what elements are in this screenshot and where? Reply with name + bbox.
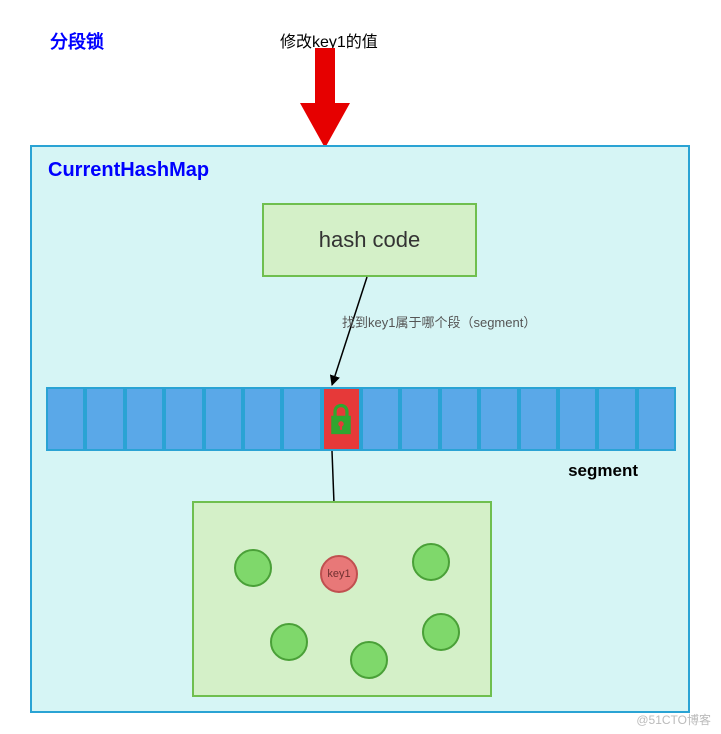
find-segment-label: 找到key1属于哪个段（segment） [342, 312, 536, 331]
segment-cell [204, 387, 243, 451]
lock-icon [328, 402, 354, 436]
bucket-box: key1 [192, 501, 492, 697]
segment-cell [282, 387, 321, 451]
bucket-node [270, 623, 308, 661]
bucket-node-key: key1 [320, 555, 358, 593]
bucket-node [422, 613, 460, 651]
bucket-node [350, 641, 388, 679]
segment-row [46, 387, 676, 451]
segment-cell [243, 387, 282, 451]
segment-cell [479, 387, 518, 451]
bucket-node [412, 543, 450, 581]
segment-cell-locked [322, 387, 361, 451]
bucket-node [234, 549, 272, 587]
segment-cell [125, 387, 164, 451]
hash-code-label: hash code [319, 227, 421, 253]
segment-cell [597, 387, 636, 451]
hash-code-box: hash code [262, 203, 477, 277]
segment-cell [440, 387, 479, 451]
arrow-hash-to-segment-icon [32, 277, 692, 397]
watermark: @51CTO博客 [636, 711, 711, 728]
segment-cell [558, 387, 597, 451]
segment-cell [400, 387, 439, 451]
big-red-arrow-icon [300, 48, 350, 148]
hashmap-label: CurrentHashMap [48, 159, 209, 182]
title-lock: 分段锁 [50, 28, 104, 54]
hashmap-container: CurrentHashMap hash code 找到key1属于哪个段（seg… [30, 145, 690, 713]
segment-cell [164, 387, 203, 451]
segment-cell [361, 387, 400, 451]
segment-cell [519, 387, 558, 451]
segment-cell [46, 387, 85, 451]
segment-cell [85, 387, 124, 451]
segment-label: segment [568, 461, 638, 481]
segment-cell [637, 387, 676, 451]
